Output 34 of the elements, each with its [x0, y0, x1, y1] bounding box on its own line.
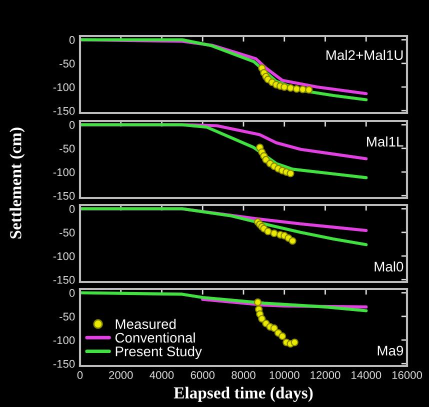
x-tick-label: 8000 — [232, 371, 256, 380]
x-tick-label: 16000 — [392, 371, 422, 380]
y-tick-label: 0 — [69, 205, 75, 213]
x-axis-title: Elapsed time (days) — [174, 386, 313, 402]
legend-label: Conventional — [115, 332, 195, 343]
y-axis-title: Settlement (cm) — [10, 128, 25, 238]
x-tick-label: 0 — [77, 371, 83, 380]
y-tick-label: 0 — [69, 289, 75, 297]
y-tick-label: -150 — [53, 106, 75, 115]
x-tick-label: 4000 — [150, 371, 174, 380]
y-tick-label: -50 — [60, 228, 75, 237]
y-tick-label: -50 — [60, 60, 75, 68]
x-tick-label: 6000 — [190, 371, 215, 380]
x-tick-label: 14000 — [352, 371, 382, 380]
legend-label: Present Study — [116, 346, 202, 360]
y-tick-label: -150 — [53, 192, 75, 200]
y-tick-label: -150 — [53, 360, 75, 368]
annotation: Mal0 — [374, 261, 404, 272]
x-tick-label: 10000 — [270, 371, 300, 380]
x-tick-label: 2000 — [109, 371, 133, 380]
y-tick-label: -100 — [53, 336, 75, 344]
y-tick-label: -50 — [60, 312, 75, 321]
y-tick-label: 0 — [69, 36, 75, 44]
legend-label: Measured — [116, 318, 176, 330]
annotation: Mal2+Mal1U — [326, 50, 403, 60]
x-tick-label: 12000 — [310, 371, 340, 380]
y-tick-label: 0 — [69, 121, 75, 129]
annotation: Ma9 — [378, 346, 404, 356]
annotation: Mal1L — [367, 136, 404, 147]
y-tick-label: -100 — [53, 83, 75, 92]
y-tick-label: -150 — [53, 276, 75, 284]
y-tick-label: -100 — [53, 168, 75, 176]
y-tick-label: -50 — [60, 144, 75, 153]
y-tick-label: -100 — [53, 252, 75, 260]
